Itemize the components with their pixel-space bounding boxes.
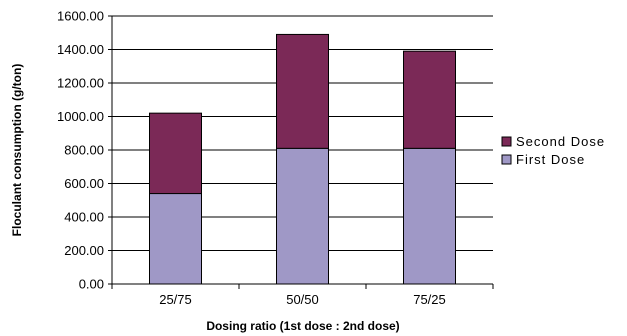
legend-box xyxy=(497,130,625,176)
bar-first-dose xyxy=(276,147,329,285)
y-tick-label: 1600.00 xyxy=(57,9,104,24)
y-tick-label: 400.00 xyxy=(64,210,104,225)
y-tick-label: 200.00 xyxy=(64,243,104,258)
bar-second-dose xyxy=(403,50,456,149)
x-axis-title: Dosing ratio (1st dose : 2nd dose) xyxy=(206,319,399,333)
x-tick-label: 50/50 xyxy=(286,292,319,307)
x-tick-label: 25/75 xyxy=(159,292,192,307)
y-tick-label: 800.00 xyxy=(64,143,104,158)
y-axis-title: Floculant consumption (g/ton) xyxy=(10,64,24,237)
legend-swatch xyxy=(501,136,512,147)
legend-label: Second Dose xyxy=(516,134,605,149)
bar-first-dose xyxy=(403,147,456,285)
y-tick-labels: 0.00 200.00 400.00 600.00 800.00 1000.00 1200.… xyxy=(57,9,104,292)
y-tick-label: 1200.00 xyxy=(57,76,104,91)
legend-swatch xyxy=(501,154,512,165)
y-tick-label: 1400.00 xyxy=(57,42,104,57)
legend: Second Dose First Dose xyxy=(497,130,625,176)
legend-label: First Dose xyxy=(516,152,585,167)
y-tick-label: 1000.00 xyxy=(57,109,104,124)
axes xyxy=(108,15,494,289)
y-tick-label: 600.00 xyxy=(64,176,104,191)
bar-second-dose xyxy=(149,112,202,195)
x-tick-labels: 25/75 50/50 75/25 xyxy=(159,292,446,307)
bar-first-dose xyxy=(149,193,202,285)
bar-second-dose xyxy=(276,33,329,149)
y-tick-label: 0.00 xyxy=(79,277,104,292)
x-tick-label: 75/25 xyxy=(413,292,446,307)
bars xyxy=(149,33,456,285)
